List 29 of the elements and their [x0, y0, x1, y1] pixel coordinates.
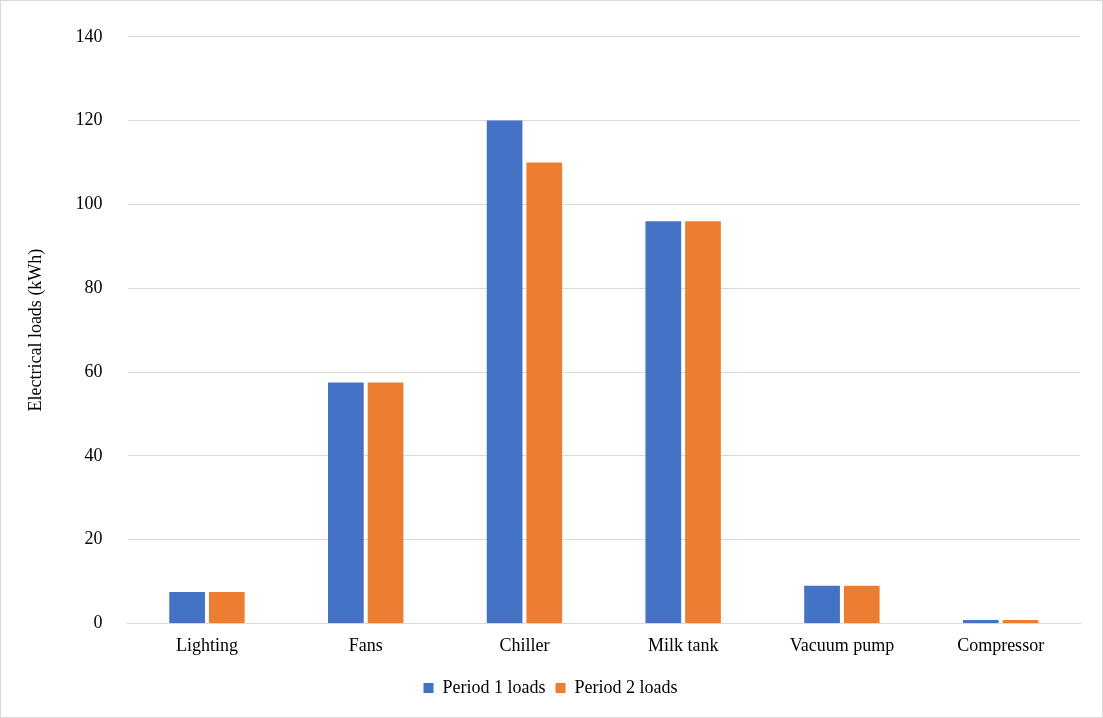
y-tick-label: 60	[84, 360, 103, 381]
bar	[645, 221, 682, 623]
y-axis-title: Electrical loads (kWh)	[24, 248, 46, 412]
bar	[367, 382, 404, 623]
y-tick-label: 20	[84, 528, 103, 549]
x-tick-label: Compressor	[957, 634, 1045, 655]
bar	[1002, 620, 1039, 623]
bar	[208, 591, 245, 623]
bar	[169, 591, 205, 623]
y-tick-label: 140	[75, 25, 103, 46]
bar	[328, 382, 364, 623]
bar	[804, 585, 840, 623]
y-tick-label: 80	[84, 276, 103, 297]
bar	[962, 620, 999, 623]
x-tick-label: Fans	[348, 634, 383, 655]
y-tick-label: 100	[75, 193, 103, 214]
bar	[685, 221, 721, 623]
x-tick-label: Lighting	[175, 634, 238, 655]
y-tick-label: 120	[75, 109, 103, 130]
legend-label: Period 1 loads	[442, 676, 546, 697]
x-tick-label: Milk tank	[647, 634, 719, 655]
x-tick-label: Chiller	[499, 634, 550, 655]
bar	[486, 120, 523, 623]
y-tick-label: 0	[93, 612, 103, 633]
bar	[526, 162, 563, 623]
bar	[843, 585, 880, 623]
y-tick-label: 40	[84, 444, 103, 465]
x-tick-label: Vacuum pump	[789, 634, 895, 655]
legend-label: Period 2 loads	[574, 676, 678, 697]
